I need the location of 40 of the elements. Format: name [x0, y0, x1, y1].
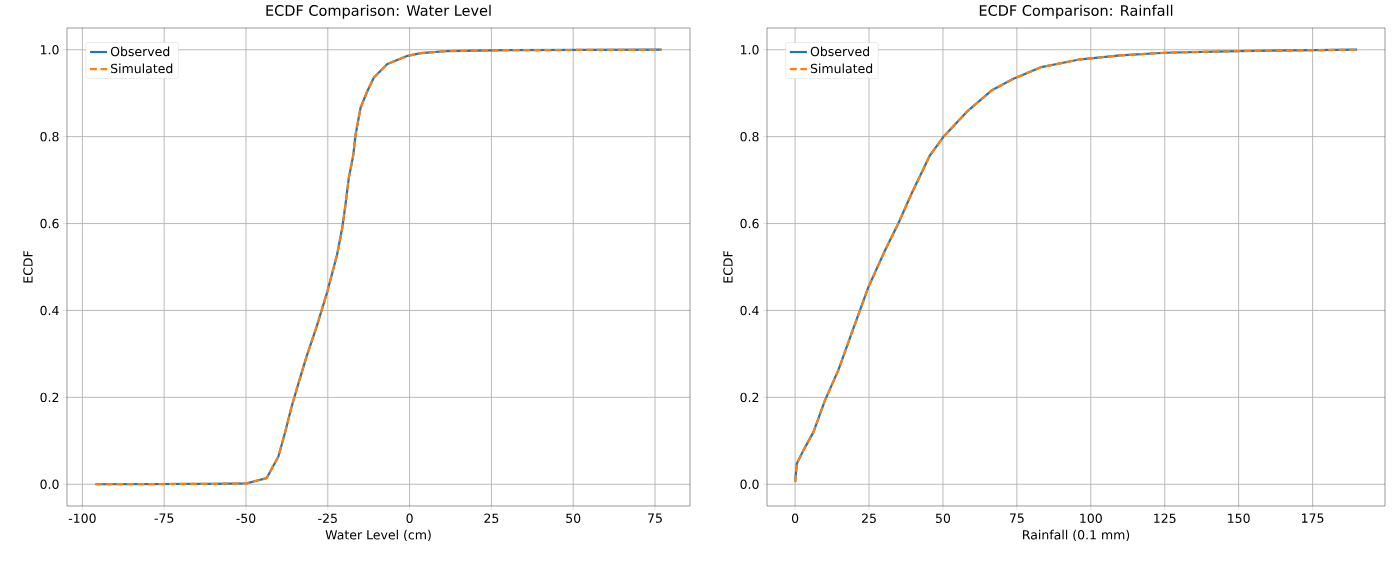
line-series: [794, 48, 1359, 484]
y-tick-label: 0.8: [740, 131, 759, 142]
chart-title: ECDF Comparison: Water Level: [266, 4, 491, 19]
legend-label: Observed: [810, 46, 870, 57]
x-tick-label: -50: [236, 513, 256, 523]
x-tick-label: 50: [566, 513, 581, 523]
y-tick-label: 0.6: [40, 218, 59, 229]
x-tick-label: 50: [935, 513, 951, 523]
y-axis-title: ECDF: [23, 251, 33, 283]
x-tick-label: 75: [1009, 513, 1024, 523]
y-axis-title: ECDF: [723, 251, 733, 283]
x-tick-label: 75: [648, 513, 662, 523]
y-tick-label: 0.8: [40, 131, 59, 142]
x-tick-label: -100: [68, 513, 96, 523]
legend-label: Observed: [110, 46, 170, 57]
y-tick-label: 0.0: [40, 479, 59, 489]
x-tick-label: 150: [1228, 513, 1250, 523]
y-tick-label: 0.2: [740, 392, 759, 403]
x-tick-label: 25: [861, 513, 876, 523]
y-tick-label: 0.6: [740, 218, 759, 229]
line-series: [94, 48, 663, 486]
x-axis-title: Rainfall (0.1 mm): [1023, 529, 1130, 541]
legend-label: Simulated: [810, 63, 873, 74]
y-tick-label: 0.0: [740, 479, 759, 489]
y-tick-label: 0.4: [740, 305, 759, 316]
x-tick-label: -75: [154, 513, 174, 523]
x-tick-label: 100: [1080, 513, 1102, 523]
x-tick-label: 125: [1154, 513, 1176, 523]
y-tick-label: 1.0: [40, 44, 59, 55]
x-tick-label: 25: [484, 513, 499, 523]
chart-title: ECDF Comparison: Rainfall: [979, 4, 1173, 19]
x-tick-label: 175: [1302, 513, 1324, 523]
x-axis-title: Water Level (cm): [325, 529, 431, 541]
y-tick-label: 1.0: [740, 44, 759, 55]
y-tick-label: 0.4: [40, 305, 59, 316]
y-tick-label: 0.2: [40, 392, 59, 403]
x-tick-label: 0: [791, 513, 799, 523]
legend-label: Simulated: [110, 63, 173, 74]
x-tick-label: -25: [318, 513, 337, 523]
x-tick-label: 0: [406, 513, 413, 523]
